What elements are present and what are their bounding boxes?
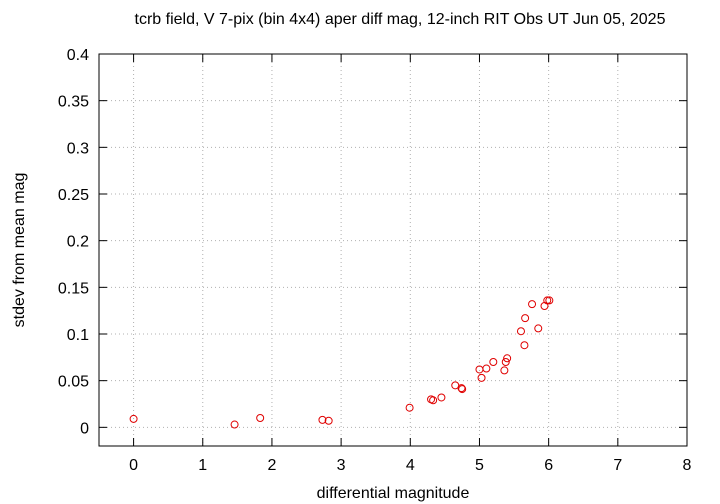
data-point [429,396,438,405]
x-axis-label: differential magnitude [317,485,470,502]
data-point [528,300,537,309]
data-point [405,403,414,412]
data-point [501,358,510,366]
y-tick-label: 0.1 [67,327,89,344]
y-axis-label: stdev from mean mag [11,173,28,328]
data-point [521,314,530,323]
data-point [482,364,491,373]
x-tick-label: 6 [544,457,553,474]
x-tick-label: 8 [683,457,692,474]
data-point [477,373,486,382]
data-point [503,354,512,363]
data-point [520,341,529,350]
y-tick-label: 0.25 [58,187,89,204]
data-point [534,324,543,333]
x-tick-label: 0 [129,457,138,474]
y-tick-label: 0.05 [58,374,89,391]
y-tick-label: 0.3 [67,140,89,157]
y-tick-label: 0.2 [67,234,89,251]
y-tick-label: 0 [80,420,89,437]
x-tick-label: 7 [613,457,622,474]
data-point [458,385,467,394]
data-point [475,365,484,374]
data-point [545,296,554,305]
data-point [318,415,327,424]
x-tick-label: 2 [267,457,276,474]
data-point [437,393,446,402]
data-point [500,366,509,375]
plot-frame [98,53,688,447]
y-tick-label: 0.35 [58,94,89,111]
data-point [230,420,239,429]
x-tick-label: 1 [198,457,207,474]
y-tick-label: 0.4 [67,47,89,64]
data-point [489,358,498,366]
x-tick-label: 4 [406,457,415,474]
chart-title: tcrb field, V 7-pix (bin 4x4) aper diff … [135,11,666,28]
y-tick-label: 0.15 [58,280,89,297]
data-point [543,296,552,305]
x-tick-label: 5 [475,457,484,474]
data-point [457,384,466,393]
data-point [129,414,138,423]
data-point [324,416,333,425]
x-tick-label: 3 [337,457,346,474]
data-point [516,327,525,336]
data-point [256,414,265,422]
